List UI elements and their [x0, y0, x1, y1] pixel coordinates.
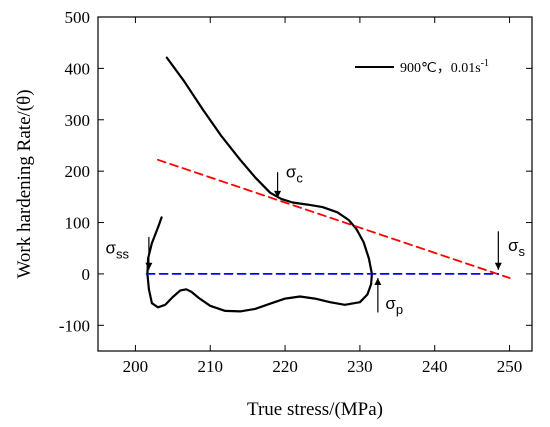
annotation-label-2: σs [508, 236, 526, 259]
annotation-arrowhead-1 [145, 262, 153, 270]
annotation-arrowhead-2 [494, 262, 502, 270]
annotation-label-0: σc [286, 162, 304, 185]
x-tick-label-3: 230 [347, 357, 373, 376]
legend-label: 900℃，0.01s-1 [400, 58, 489, 76]
y-tick-label-1: 0 [82, 265, 91, 284]
x-axis-label: True stress/(MPa) [247, 399, 383, 420]
plot-frame [97, 16, 533, 352]
series-line-1 [157, 158, 511, 279]
y-tick-label-5: 400 [65, 59, 91, 78]
plot-layer [145, 56, 511, 313]
y-tick-label-4: 300 [65, 111, 91, 130]
annotation-arrowhead-3 [374, 278, 382, 286]
y-tick-label-6: 500 [65, 8, 91, 27]
annotation-label-3: σp [385, 294, 403, 317]
y-tick-label-2: 100 [65, 214, 91, 233]
ticks-layer: 200 210 220 230 240 250 -100 0 100 200 300 400 500 [59, 8, 532, 376]
annotations-layer: σc σss σs σp [105, 162, 525, 317]
x-tick-label-5: 250 [497, 357, 523, 376]
series-line-0 [146, 56, 373, 313]
annotation-arrowhead-0 [274, 190, 282, 198]
x-tick-label-0: 200 [123, 357, 149, 376]
legend: 900℃，0.01s-1 [355, 58, 489, 76]
y-tick-label-0: -100 [59, 316, 90, 335]
y-tick-label-3: 200 [65, 162, 91, 181]
annotation-label-1: σss [105, 238, 129, 261]
x-tick-label-1: 210 [197, 357, 223, 376]
x-tick-label-2: 220 [272, 357, 298, 376]
y-axis-label: Work hardening Rate/(θ) [14, 89, 35, 278]
x-tick-label-4: 240 [422, 357, 448, 376]
